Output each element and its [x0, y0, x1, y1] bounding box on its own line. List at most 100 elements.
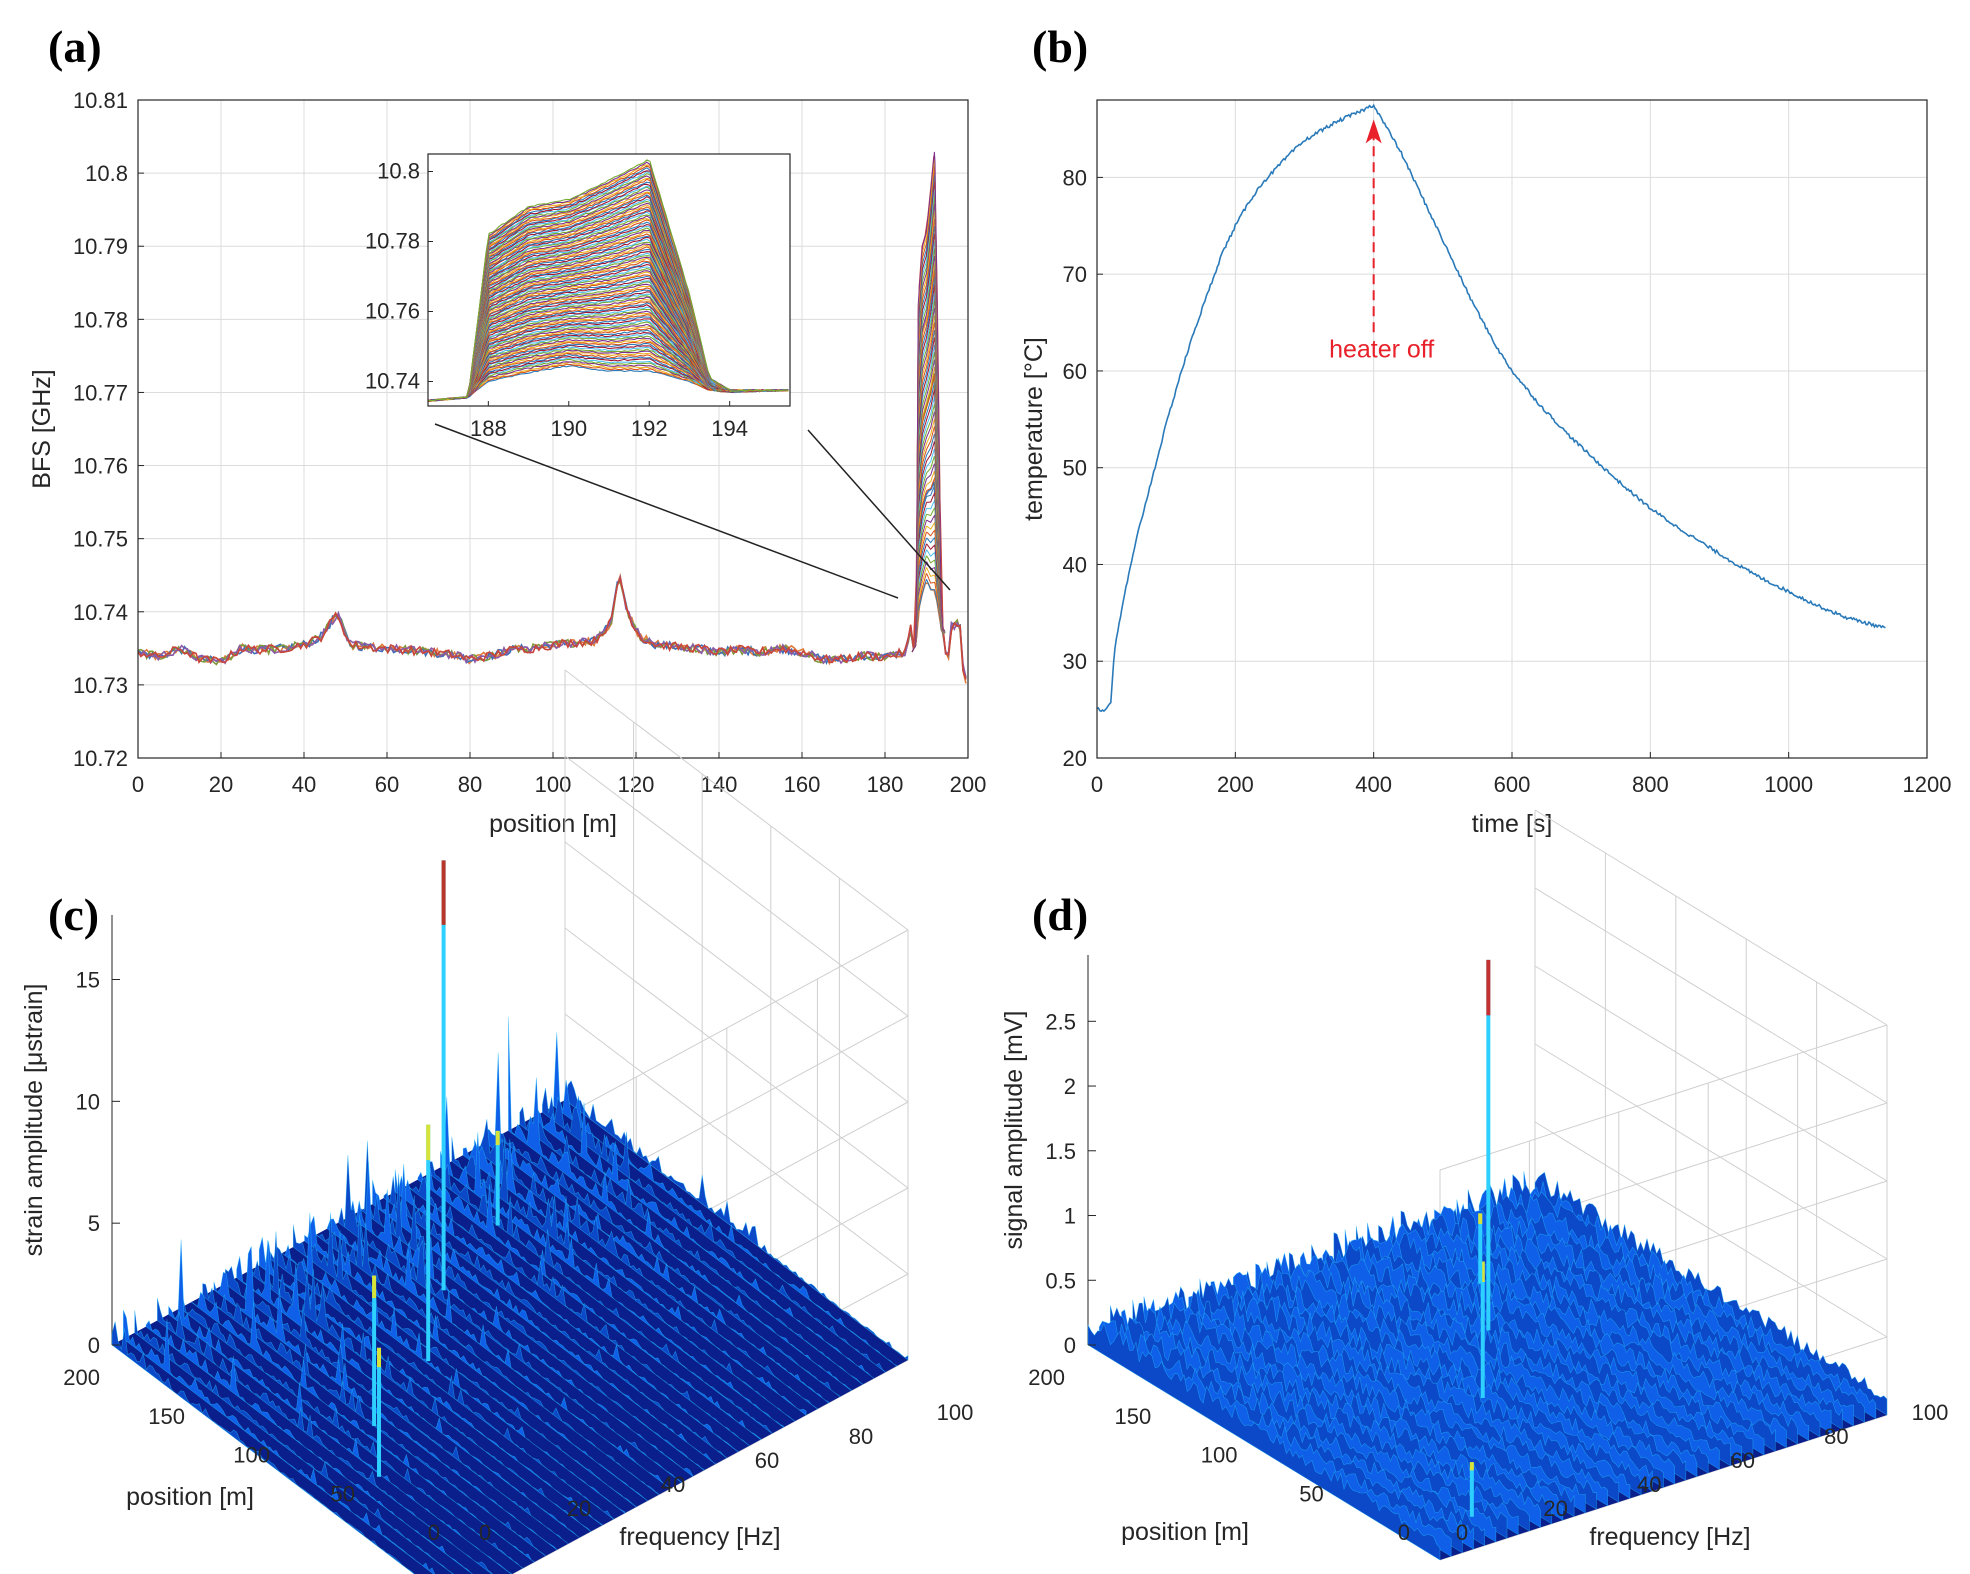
panel-c-surface-ridge — [157, 1297, 493, 1574]
panel-d-ztick: 2.5 — [1045, 1009, 1076, 1034]
panel-c-surface-ridge — [270, 1246, 614, 1520]
panel-d-freq-tick: 60 — [1731, 1448, 1755, 1473]
chart-a-xtick: 200 — [950, 772, 987, 797]
zoom-line-left — [434, 423, 899, 599]
chart-b-xtick: 1000 — [1764, 772, 1813, 797]
panel-c-surface-ridge — [190, 1291, 535, 1563]
panel-d-surface-ridge — [1177, 1286, 1530, 1532]
heater-off-arrow-head — [1365, 119, 1382, 144]
panel-d-surface-ridge — [1154, 1296, 1508, 1539]
chart-b: 0 200 400 600 800 1000 1200 20 30 40 50 60 70 80 time… — [1020, 99, 1951, 838]
panel-c-freq-tick: 20 — [567, 1496, 591, 1521]
chart-b-ytick: 20 — [1063, 746, 1087, 771]
panel-d-ylabel: position [m] — [1121, 1518, 1249, 1546]
chart-a-frame — [137, 99, 969, 759]
panel-c-surface-ridge — [564, 1080, 909, 1361]
chart-a-xtick: 120 — [618, 772, 655, 797]
chart-a-xtick: 140 — [701, 772, 738, 797]
chart-a-inset-xtick: 190 — [550, 416, 587, 441]
panel-c-surface-ridge — [349, 1161, 694, 1478]
chart-b-ylabel: temperature [°C] — [1020, 337, 1048, 521]
panel-c-surface-ridge — [496, 1128, 841, 1398]
chart-a-xtick: 0 — [132, 772, 144, 797]
panel-c-surface-ridge — [406, 1176, 750, 1447]
chart-a-ytick: 10.74 — [73, 600, 128, 625]
panel-c-freq-tick: 40 — [661, 1472, 685, 1497]
panel-d-pos-tick: 100 — [1201, 1443, 1238, 1468]
panel-d-wall-grid — [1534, 887, 1888, 1104]
panel-c-surface-ridge — [451, 1136, 796, 1422]
panel-c-surface-ridge — [338, 1154, 682, 1484]
panel-d-freq-tick: 0 — [1456, 1520, 1468, 1545]
panel-d-wall-grid — [1534, 1121, 1888, 1338]
chart-a-xtick: 80 — [458, 772, 482, 797]
chart-b-ytick: 60 — [1063, 359, 1087, 384]
chart-b-ytick: 70 — [1063, 262, 1087, 287]
panel-d-xlabel: frequency [Hz] — [1589, 1523, 1750, 1551]
chart-a-xtick: 40 — [292, 772, 316, 797]
panel-d-surface-ridge — [1344, 1229, 1698, 1478]
chart-a-ytick: 10.78 — [73, 307, 128, 332]
panel-c-xlabel: frequency [Hz] — [619, 1523, 780, 1551]
panel-d-surface-ridge — [1389, 1216, 1743, 1463]
panel-d-surface-ridge — [1110, 1305, 1463, 1554]
panel-c-ztick: 10 — [76, 1089, 100, 1114]
chart-a-ytick: 10.81 — [73, 88, 128, 113]
chart-d: 0 0.5 1 1.5 2 2.5 200 150 100 50 0 0 20 40 60 80 100 freq… — [1000, 809, 1948, 1561]
chart-a-inset-xtick: 188 — [470, 416, 507, 441]
panel-d-surface-ridge — [1456, 1199, 1810, 1441]
chart-a-heated-trace — [911, 151, 945, 653]
panel-d-ztick: 1 — [1064, 1204, 1076, 1229]
panel-d-surface-ridge — [1434, 1205, 1787, 1449]
panel-c-ylabel: position [m] — [126, 1483, 254, 1511]
panel-d-freq-tick: 80 — [1824, 1424, 1848, 1449]
panel-c-freq-tick: 60 — [755, 1448, 779, 1473]
panel-d-pos-tick: 200 — [1028, 1365, 1065, 1390]
panel-label-c: (c) — [48, 889, 99, 940]
panel-c-surface-ridge — [428, 1161, 773, 1435]
panel-c-pos-tick: 0 — [428, 1520, 440, 1545]
panel-c-freq-tick: 0 — [479, 1520, 491, 1545]
chart-a-inset-ytick: 10.74 — [365, 369, 420, 394]
panel-c-wall-grid — [564, 755, 909, 1017]
panel-c-pos-tick: 200 — [63, 1365, 100, 1390]
chart-b-ytick: 50 — [1063, 456, 1087, 481]
panel-c-surface-ridge — [281, 1212, 626, 1514]
panel-c-surface-ridge — [474, 1119, 818, 1410]
panel-c-surface-ridge — [508, 1016, 852, 1392]
panel-c-ztick: 0 — [88, 1333, 100, 1358]
chart-a-inset: 188 190 192 194 10.74 10.76 10.78 10.8 — [365, 153, 791, 441]
panel-d-pos-tick: 150 — [1115, 1404, 1152, 1429]
panel-c-surface-ridge — [315, 1214, 660, 1496]
panel-c-surface-ridge — [236, 1239, 581, 1539]
chart-a-inset-frame — [427, 153, 791, 407]
chart-a-inset-xtick: 194 — [711, 416, 748, 441]
panel-c-pos-tick: 50 — [331, 1481, 355, 1506]
chart-b-ytick: 30 — [1063, 649, 1087, 674]
chart-a-ytick: 10.79 — [73, 234, 128, 259]
chart-a-ytick: 10.73 — [73, 673, 128, 698]
panel-c-ztick: 5 — [88, 1211, 100, 1236]
chart-b-xtick: 800 — [1632, 772, 1669, 797]
panel-d-surface-ridge — [1512, 1173, 1866, 1423]
panel-c-surface-ridge — [541, 1087, 886, 1373]
panel-d-pos-tick: 50 — [1299, 1481, 1323, 1506]
panel-c-surface-ridge — [553, 1032, 898, 1367]
panel-label-b: (b) — [1032, 21, 1088, 72]
panel-d-ztick: 0.5 — [1045, 1268, 1076, 1293]
panel-c-wall-grid — [564, 841, 909, 1103]
chart-b-temperature-line — [1096, 103, 1886, 713]
chart-b-xtick: 600 — [1494, 772, 1531, 797]
panel-c-surface-ridge — [304, 1215, 648, 1502]
panel-d-surface-ridge — [1445, 1207, 1798, 1445]
panel-c-surface-ridge — [134, 1310, 454, 1574]
chart-a: 0 20 40 60 80 100 120 140 160 180 200 10.72 10.73 10.… — [28, 88, 986, 838]
chart-b-xtick: 0 — [1091, 772, 1103, 797]
chart-a-ytick: 10.75 — [73, 527, 128, 552]
panel-d-freq-tick: 40 — [1637, 1472, 1661, 1497]
panel-d-surface-ridge — [1087, 1322, 1441, 1561]
panel-c-wall-grid — [564, 1013, 909, 1275]
panel-c-surface-ridge — [179, 1297, 524, 1569]
